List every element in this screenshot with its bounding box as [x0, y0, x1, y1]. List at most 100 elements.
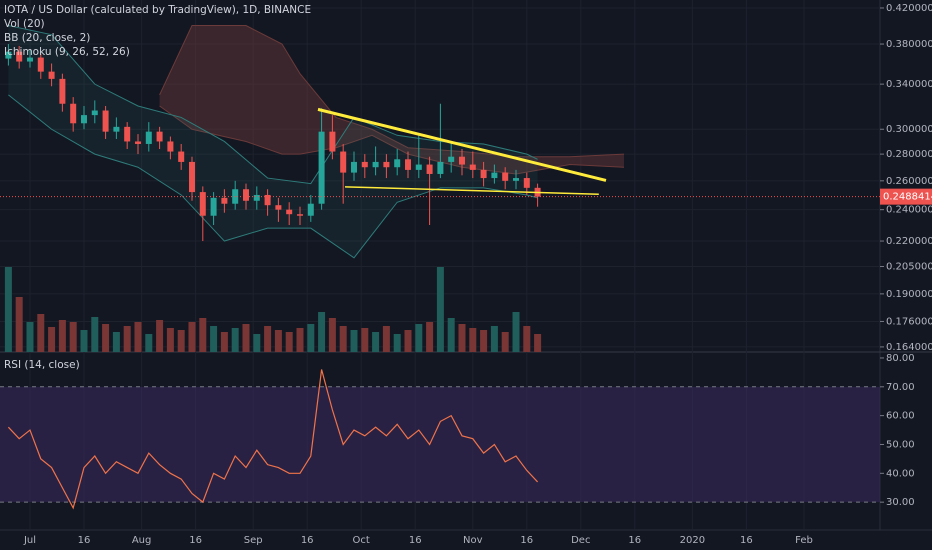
volume-bar: [264, 326, 272, 352]
candle-body: [253, 194, 260, 201]
candle-body: [480, 169, 487, 179]
volume-bar: [350, 330, 358, 352]
x-tick-label: 16: [189, 535, 202, 546]
volume-bar: [231, 328, 239, 352]
legend-entry: Ichimoku (9, 26, 52, 26): [4, 46, 130, 58]
candle-body: [167, 141, 174, 152]
candle-body: [124, 126, 131, 142]
x-tick-label: Jul: [23, 535, 36, 546]
candle-body: [491, 172, 498, 179]
bb-line: [8, 25, 538, 185]
candle-body: [91, 110, 98, 116]
candle-body: [340, 151, 347, 173]
volume-bar: [80, 330, 88, 352]
volume-bar: [339, 326, 347, 352]
volume-bar: [393, 334, 401, 352]
candle-body: [199, 192, 206, 216]
volume-bar: [458, 324, 466, 352]
candle-body: [26, 57, 33, 62]
candle-body: [307, 203, 314, 216]
x-tick-label: 16: [628, 535, 641, 546]
rsi-line: [7, 369, 539, 510]
candle-body: [394, 159, 401, 168]
volume-bar: [220, 332, 228, 352]
y-tick-label: 60.00: [886, 411, 915, 422]
candle-body: [156, 131, 163, 142]
volume-bar: [274, 330, 282, 352]
candle-body: [426, 164, 433, 174]
volume-bar: [296, 328, 304, 352]
y-tick-label: 30.00: [886, 497, 915, 508]
bb-fill: [8, 25, 538, 258]
candle-body: [210, 197, 217, 216]
volume-bar: [123, 326, 131, 352]
legend-entry: BB (20, close, 2): [4, 32, 90, 44]
volume-bar: [361, 328, 369, 352]
candle-body: [361, 161, 368, 168]
volume-bar: [102, 324, 110, 352]
x-tick-label: 16: [520, 535, 533, 546]
candle-body: [134, 141, 141, 144]
volume-bar: [480, 330, 488, 352]
volume-bar: [112, 332, 120, 352]
volume-bar: [328, 318, 336, 352]
volume-bar: [404, 330, 412, 352]
y-tick-label: 0.42000000: [886, 3, 932, 14]
x-tick-label: Sep: [244, 535, 263, 546]
volume-bar: [134, 322, 142, 352]
y-tick-label: 0.16400000: [886, 342, 932, 353]
rsi-title: RSI (14, close): [4, 359, 80, 371]
volume-bar: [177, 330, 185, 352]
x-tick-label: Aug: [132, 535, 152, 546]
y-tick-label: 50.00: [886, 439, 915, 450]
candle-body: [286, 209, 293, 215]
candle-body: [37, 57, 44, 72]
candle-body: [383, 161, 390, 168]
y-tick-label: 0.38000000: [886, 39, 932, 50]
candle-body: [80, 115, 87, 124]
volume-bar: [382, 326, 390, 352]
volume-bar: [512, 312, 520, 352]
volume-bar: [156, 320, 164, 352]
candle-body: [415, 164, 422, 170]
y-tick-label: 0.26000000: [886, 176, 932, 187]
ichimoku-span: [159, 25, 625, 158]
y-tick-label: 0.20500000: [886, 261, 932, 272]
candle-body: [221, 197, 228, 204]
volume-bar: [426, 322, 434, 352]
rsi-band: [0, 386, 880, 503]
volume-bar: [415, 324, 423, 352]
candle-body: [512, 178, 519, 181]
candle-body: [232, 189, 239, 204]
candle-body: [458, 156, 465, 165]
y-tick-label: 0.22000000: [886, 236, 932, 247]
volume-bar: [26, 322, 34, 352]
y-tick-label: 70.00: [886, 382, 915, 393]
volume-bar: [534, 334, 542, 352]
candle-body: [16, 51, 23, 62]
volume-bar: [166, 328, 174, 352]
candle-body: [264, 194, 271, 206]
candle-body: [437, 161, 444, 174]
volume-bar: [37, 314, 45, 352]
candle-body: [448, 156, 455, 162]
candle-body: [178, 151, 185, 162]
y-tick-label: 0.28000000: [886, 149, 932, 160]
candle-body: [5, 51, 12, 59]
y-tick-label: 80.00: [886, 353, 915, 364]
candle-body: [102, 110, 109, 132]
candle-body: [275, 205, 282, 210]
volume-bar: [253, 334, 261, 352]
candle-body: [145, 131, 152, 144]
volume-bar: [318, 312, 326, 352]
volume-bar: [199, 318, 207, 352]
x-tick-label: Feb: [795, 535, 813, 546]
volume-bar: [285, 332, 293, 352]
x-tick-label: 16: [740, 535, 753, 546]
volume-bar: [210, 326, 218, 352]
candle-body: [113, 126, 120, 132]
candle-body: [372, 161, 379, 168]
volume-bar: [15, 297, 23, 352]
y-tick-label: 0.24000000: [886, 205, 932, 216]
